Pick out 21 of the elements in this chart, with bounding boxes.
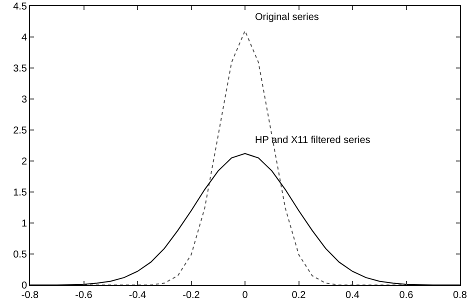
series-label: HP and X11 filtered series <box>255 135 370 146</box>
x-tick-label: 0 <box>242 290 248 301</box>
x-tick-label: -0.4 <box>128 290 147 301</box>
y-tick-label: 4 <box>21 32 28 44</box>
y-tick-label: 0 <box>21 280 28 292</box>
y-tick-label: 4.5 <box>13 2 28 12</box>
y-tick-label: 3 <box>21 94 28 106</box>
x-tick-label: 0.6 <box>399 290 414 301</box>
y-tick-label: 1 <box>21 218 28 230</box>
x-tick-label: 0.2 <box>292 290 306 301</box>
y-tick-label: 0.5 <box>13 250 28 260</box>
x-tick-label: 0.8 <box>453 290 468 301</box>
series-label: Original series <box>255 12 319 23</box>
y-tick-label: 1.5 <box>13 188 28 198</box>
x-tick-label: -0.8 <box>21 290 40 301</box>
x-tick-label: -0.2 <box>182 290 200 301</box>
x-tick-label: 0.4 <box>346 290 360 301</box>
y-tick-label: 2 <box>21 156 28 168</box>
x-tick-label: -0.6 <box>75 290 93 301</box>
y-tick-label: 2.5 <box>13 126 28 136</box>
y-tick-label: 3.5 <box>13 64 28 74</box>
